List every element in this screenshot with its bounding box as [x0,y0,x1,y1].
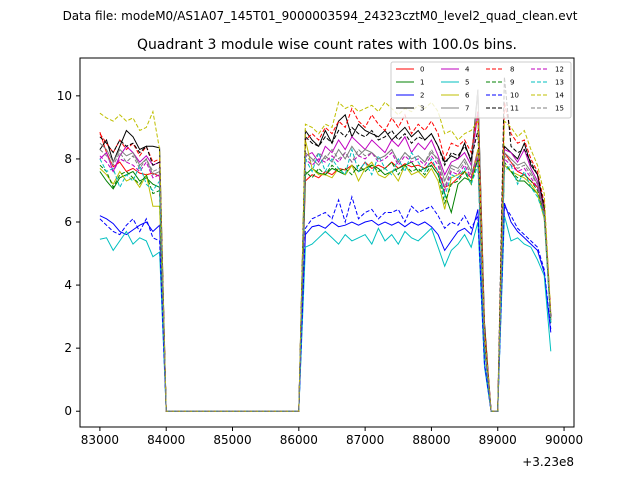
legend-label-12: 12 [555,66,564,74]
legend-label-7: 7 [465,105,469,113]
x-tick-label: 84000 [147,433,185,447]
series-line-10 [99,194,552,412]
series-line-9 [99,158,552,412]
x-offset-label: +3.23e8 [522,455,574,469]
series-line-8 [99,102,552,412]
legend-label-2: 2 [420,92,424,100]
chart-suptitle: Data file: modeM0/AS1A07_145T01_90000035… [63,9,578,23]
x-tick-label: 89000 [479,433,517,447]
series-layer [99,76,552,412]
legend-label-0: 0 [420,66,424,74]
legend-label-4: 4 [465,66,470,74]
y-tick-label: 10 [57,89,72,103]
x-tick-label: 86000 [280,433,318,447]
y-axis: 0 2 4 6 8 10 [57,89,80,418]
x-tick-label: 87000 [346,433,384,447]
chart-title: Quadrant 3 module wise count rates with … [137,37,517,53]
legend-label-5: 5 [465,79,469,87]
series-line-11 [99,76,552,412]
y-tick-label: 8 [64,152,72,166]
legend-label-3: 3 [420,105,424,113]
series-line-14 [99,101,552,412]
legend-label-11: 11 [510,105,519,113]
x-tick-label: 88000 [412,433,450,447]
legend-label-14: 14 [555,92,564,100]
y-tick-label: 4 [64,278,72,292]
legend-label-1: 1 [420,79,424,87]
legend-label-10: 10 [510,92,519,100]
legend-label-9: 9 [510,79,514,87]
x-tick-label: 85000 [213,433,251,447]
y-tick-label: 6 [64,215,72,229]
y-tick-label: 0 [64,404,72,418]
legend-label-6: 6 [465,92,470,100]
plot-frame [79,57,575,428]
series-line-12 [99,151,552,412]
y-tick-label: 2 [64,341,72,355]
x-tick-label: 90000 [545,433,583,447]
x-tick-label: 83000 [81,433,119,447]
series-line-7 [99,89,552,412]
legend-box [390,61,572,119]
legend-label-13: 13 [555,79,564,87]
series-line-15 [99,148,552,412]
x-axis: 83000 84000 85000 86000 87000 88000 89000 90000 [81,427,583,447]
series-line-3 [99,89,552,412]
legend-label-15: 15 [555,105,564,113]
legend-label-8: 8 [510,66,514,74]
